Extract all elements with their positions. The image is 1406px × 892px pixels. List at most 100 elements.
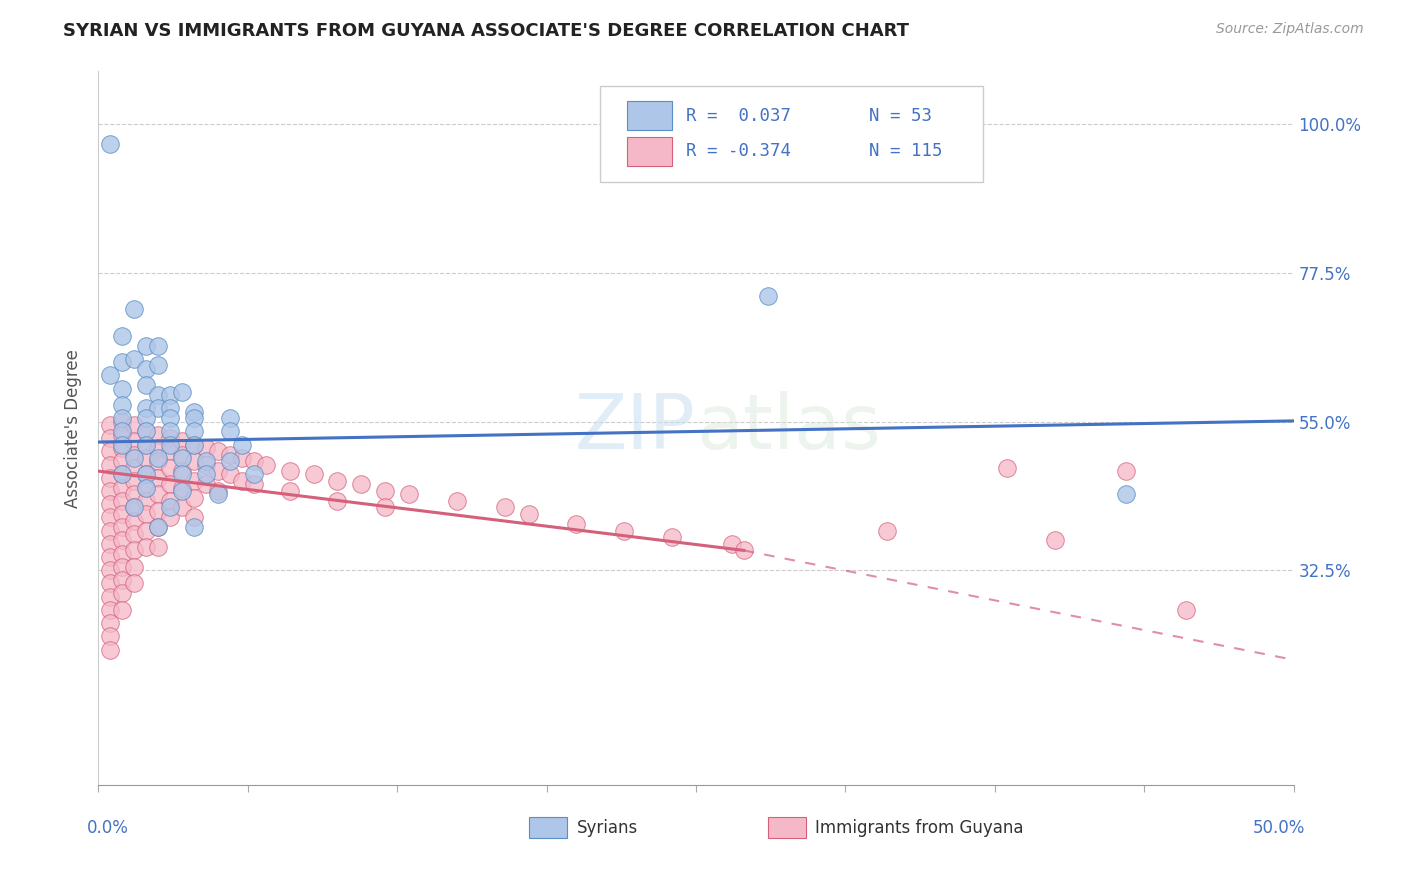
FancyBboxPatch shape bbox=[627, 137, 672, 166]
Point bbox=[995, 460, 1018, 475]
Point bbox=[183, 474, 205, 488]
Point bbox=[219, 467, 242, 482]
FancyBboxPatch shape bbox=[529, 817, 567, 838]
FancyBboxPatch shape bbox=[768, 817, 806, 838]
Point bbox=[756, 289, 779, 303]
Point bbox=[172, 500, 194, 515]
Point bbox=[124, 450, 146, 465]
Point bbox=[111, 520, 134, 534]
Point bbox=[254, 458, 277, 472]
Point bbox=[98, 444, 122, 458]
Point bbox=[172, 384, 194, 399]
Point bbox=[111, 467, 134, 482]
Point bbox=[148, 520, 170, 534]
Point bbox=[98, 537, 122, 551]
Point bbox=[135, 540, 157, 554]
Point bbox=[494, 500, 516, 515]
Point bbox=[98, 471, 122, 485]
Point bbox=[111, 586, 134, 600]
Point bbox=[159, 411, 181, 425]
Point bbox=[159, 425, 181, 439]
Point bbox=[135, 467, 157, 482]
Point bbox=[111, 355, 134, 369]
Point bbox=[350, 477, 373, 491]
Text: R = -0.374: R = -0.374 bbox=[686, 143, 792, 161]
Point bbox=[148, 450, 170, 465]
Point bbox=[183, 520, 205, 534]
Point bbox=[124, 417, 146, 432]
Point bbox=[326, 493, 349, 508]
Point bbox=[159, 477, 181, 491]
Text: Syrians: Syrians bbox=[576, 819, 638, 837]
Point bbox=[135, 467, 157, 482]
Point bbox=[398, 487, 420, 501]
Point bbox=[159, 444, 181, 458]
Point bbox=[172, 434, 194, 449]
Point bbox=[111, 328, 134, 343]
Point bbox=[243, 454, 266, 468]
Point bbox=[326, 474, 349, 488]
Point bbox=[661, 530, 683, 544]
Point bbox=[111, 560, 134, 574]
Point bbox=[111, 603, 134, 617]
Point bbox=[195, 467, 218, 482]
Point bbox=[124, 487, 146, 501]
Point bbox=[111, 415, 134, 429]
Point bbox=[159, 438, 181, 452]
Point bbox=[124, 474, 146, 488]
Point bbox=[111, 411, 134, 425]
Point bbox=[374, 483, 396, 498]
Point bbox=[219, 448, 242, 462]
Point bbox=[183, 454, 205, 468]
Point bbox=[195, 441, 218, 455]
Point bbox=[1115, 487, 1137, 501]
Point bbox=[98, 603, 122, 617]
Point bbox=[111, 573, 134, 587]
Point bbox=[183, 404, 205, 418]
Point bbox=[98, 642, 122, 657]
Text: Source: ZipAtlas.com: Source: ZipAtlas.com bbox=[1216, 22, 1364, 37]
Point bbox=[135, 481, 157, 495]
Point bbox=[98, 629, 122, 643]
Point bbox=[148, 454, 170, 468]
Point bbox=[1115, 464, 1137, 478]
Point bbox=[159, 388, 181, 402]
Point bbox=[111, 507, 134, 521]
Point bbox=[148, 504, 170, 518]
Point bbox=[243, 477, 266, 491]
Point bbox=[148, 427, 170, 442]
Point bbox=[183, 411, 205, 425]
FancyBboxPatch shape bbox=[627, 102, 672, 130]
Point bbox=[231, 474, 253, 488]
Point bbox=[111, 467, 134, 482]
Point bbox=[207, 483, 229, 498]
Point bbox=[111, 398, 134, 412]
Point bbox=[159, 401, 181, 416]
Text: N = 115: N = 115 bbox=[869, 143, 943, 161]
Point bbox=[98, 549, 122, 564]
Point bbox=[124, 576, 146, 591]
Point bbox=[733, 543, 755, 558]
Point bbox=[135, 425, 157, 439]
Point bbox=[135, 524, 157, 538]
Point bbox=[111, 441, 134, 455]
Point bbox=[278, 483, 301, 498]
Point bbox=[111, 533, 134, 548]
Point bbox=[124, 500, 146, 515]
Point bbox=[111, 547, 134, 561]
Y-axis label: Associate's Degree: Associate's Degree bbox=[65, 349, 83, 508]
Point bbox=[172, 483, 194, 498]
Point bbox=[135, 493, 157, 508]
Text: 0.0%: 0.0% bbox=[87, 819, 128, 837]
Point bbox=[159, 493, 181, 508]
FancyBboxPatch shape bbox=[600, 86, 983, 182]
Point bbox=[613, 524, 636, 538]
Point bbox=[124, 514, 146, 528]
Point bbox=[183, 491, 205, 505]
Point bbox=[135, 438, 157, 452]
Point bbox=[98, 510, 122, 524]
Point bbox=[135, 438, 157, 452]
Point bbox=[195, 458, 218, 472]
Point bbox=[517, 507, 540, 521]
Point bbox=[148, 471, 170, 485]
